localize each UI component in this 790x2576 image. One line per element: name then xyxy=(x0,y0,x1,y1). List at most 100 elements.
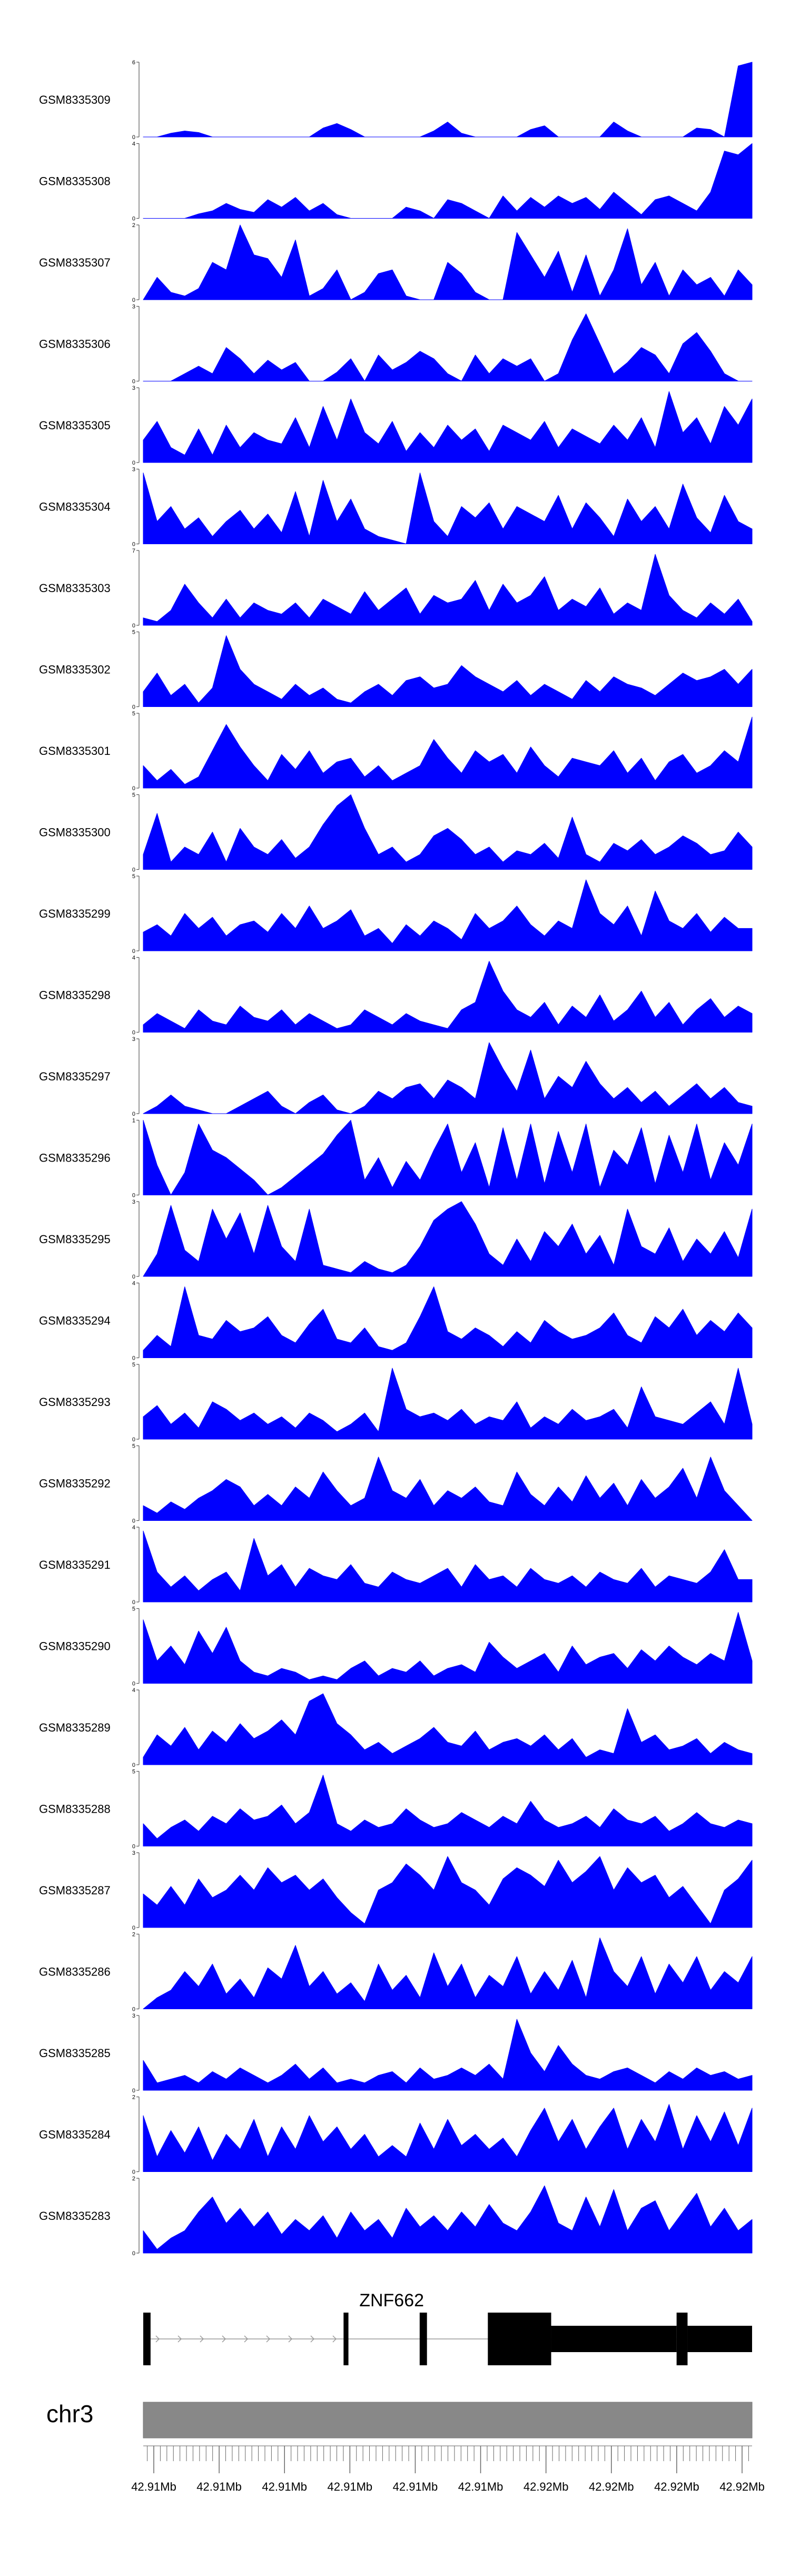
y-tick-label-max: 3 xyxy=(132,304,135,310)
track-GSM8335304: GSM8335304 3 0 xyxy=(39,467,753,548)
track-GSM8335303: GSM8335303 7 0 xyxy=(39,548,753,629)
intron-arrow xyxy=(244,2335,249,2343)
track-label: GSM8335287 xyxy=(39,1884,111,1897)
x-tick-label: 42.91Mb xyxy=(458,2480,503,2493)
y-tick-label-max: 3 xyxy=(132,1199,135,1205)
gene-exon-cds xyxy=(551,2326,677,2352)
coverage-area xyxy=(143,62,753,137)
y-tick-label-max: 3 xyxy=(132,2013,135,2019)
track-GSM8335294: GSM8335294 4 0 xyxy=(39,1281,753,1362)
track-label: GSM8335304 xyxy=(39,500,111,514)
y-tick-label-max: 5 xyxy=(132,1362,135,1368)
gene-exon-cds xyxy=(676,2313,688,2365)
track-label: GSM8335306 xyxy=(39,338,111,351)
y-tick-label-max: 5 xyxy=(132,711,135,717)
coverage-area xyxy=(143,961,753,1033)
track-label: GSM8335295 xyxy=(39,1233,111,1246)
y-tick-label-max: 6 xyxy=(132,60,135,66)
y-tick-label-max: 3 xyxy=(132,1850,135,1856)
y-tick-label-min: 0 xyxy=(132,1437,135,1443)
coverage-area xyxy=(143,1530,753,1602)
track-GSM8335284: GSM8335284 2 0 xyxy=(39,2095,753,2176)
track-label: GSM8335302 xyxy=(39,663,111,676)
intron-arrow xyxy=(310,2335,315,2343)
y-tick-label-min: 0 xyxy=(132,1844,135,1850)
track-label: GSM8335291 xyxy=(39,1558,111,1571)
track-GSM8335283: GSM8335283 2 0 xyxy=(39,2176,753,2257)
y-tick-label-min: 0 xyxy=(132,2007,135,2013)
coverage-area xyxy=(143,635,753,707)
coverage-area xyxy=(143,1120,753,1195)
track-label: GSM8335285 xyxy=(39,2047,111,2060)
intron-arrow xyxy=(266,2335,271,2343)
track-GSM8335293: GSM8335293 5 0 xyxy=(39,1362,753,1443)
x-tick-label: 42.91Mb xyxy=(196,2480,242,2493)
x-tick-label: 42.91Mb xyxy=(262,2480,307,2493)
track-label: GSM8335294 xyxy=(39,1314,111,1328)
track-GSM8335306: GSM8335306 3 0 xyxy=(39,304,753,385)
track-GSM8335296: GSM8335296 1 0 xyxy=(39,1118,753,1199)
coverage-area xyxy=(143,2019,753,2091)
track-label: GSM8335296 xyxy=(39,1152,111,1165)
coverage-area xyxy=(143,1612,753,1684)
y-tick-label-min: 0 xyxy=(132,1355,135,1362)
y-tick-label-max: 2 xyxy=(132,1932,135,1938)
track-label: GSM8335297 xyxy=(39,1070,111,1083)
track-label: GSM8335299 xyxy=(39,907,111,920)
coverage-area xyxy=(143,1042,753,1114)
y-tick-label-min: 0 xyxy=(132,2250,135,2257)
gene-exon-utr xyxy=(419,2313,427,2365)
track-GSM8335299: GSM8335299 5 0 xyxy=(39,873,753,955)
gene-exon-cds xyxy=(488,2313,551,2365)
track-label: GSM8335292 xyxy=(39,1477,111,1490)
y-tick-label-max: 2 xyxy=(132,2095,135,2101)
x-tick-label: 42.92Mb xyxy=(719,2480,765,2493)
x-tick-label: 42.91Mb xyxy=(131,2480,176,2493)
coverage-area xyxy=(143,224,753,300)
gene-exon-utr xyxy=(143,2313,151,2365)
gene-name: ZNF662 xyxy=(359,2290,424,2310)
intron-arrow xyxy=(288,2335,293,2343)
track-GSM8335297: GSM8335297 3 0 xyxy=(39,1036,753,1117)
y-tick-label-min: 0 xyxy=(132,216,135,222)
gene-model: ZNF662 xyxy=(143,2290,752,2365)
track-GSM8335302: GSM8335302 5 0 xyxy=(39,630,753,711)
track-label: GSM8335300 xyxy=(39,826,111,839)
y-tick-label-min: 0 xyxy=(132,2088,135,2094)
y-tick-label-max: 5 xyxy=(132,1443,135,1450)
x-tick-label: 42.92Mb xyxy=(589,2480,634,2493)
intron-arrow xyxy=(222,2335,226,2343)
y-tick-label-min: 0 xyxy=(132,2169,135,2176)
y-tick-label-max: 2 xyxy=(132,2176,135,2182)
coverage-area xyxy=(143,1938,753,2009)
track-label: GSM8335303 xyxy=(39,582,111,595)
track-GSM8335288: GSM8335288 5 0 xyxy=(39,1769,753,1850)
track-label: GSM8335301 xyxy=(39,744,111,758)
y-tick-label-max: 3 xyxy=(132,1036,135,1043)
coverage-area xyxy=(143,473,753,544)
coverage-area xyxy=(143,1201,753,1277)
x-tick-label: 42.91Mb xyxy=(393,2480,438,2493)
y-tick-label-max: 5 xyxy=(132,873,135,880)
y-tick-label-max: 4 xyxy=(132,955,135,961)
y-tick-label-min: 0 xyxy=(132,1925,135,1931)
track-label: GSM8335290 xyxy=(39,1640,111,1653)
y-tick-label-max: 5 xyxy=(132,630,135,636)
track-GSM8335289: GSM8335289 4 0 xyxy=(39,1687,753,1768)
track-label: GSM8335288 xyxy=(39,1803,111,1816)
y-tick-label-min: 0 xyxy=(132,1193,135,1199)
y-tick-label-max: 2 xyxy=(132,222,135,229)
y-tick-label-min: 0 xyxy=(132,1681,135,1687)
y-tick-label-min: 0 xyxy=(132,134,135,141)
track-label: GSM8335305 xyxy=(39,419,111,432)
track-GSM8335286: GSM8335286 2 0 xyxy=(39,1932,753,2013)
x-tick-label: 42.91Mb xyxy=(328,2480,373,2493)
track-GSM8335301: GSM8335301 5 0 xyxy=(39,711,753,792)
coverage-area xyxy=(143,1286,753,1358)
coverage-area xyxy=(143,391,753,463)
chromosome-axis: chr3 42.91Mb 42.91Mb 42.91Mb 42.91Mb 42.91Mb 4… xyxy=(46,2400,765,2493)
chromosome-bar xyxy=(143,2402,753,2439)
y-tick-label-min: 0 xyxy=(132,1518,135,1525)
y-tick-label-min: 0 xyxy=(132,1111,135,1117)
